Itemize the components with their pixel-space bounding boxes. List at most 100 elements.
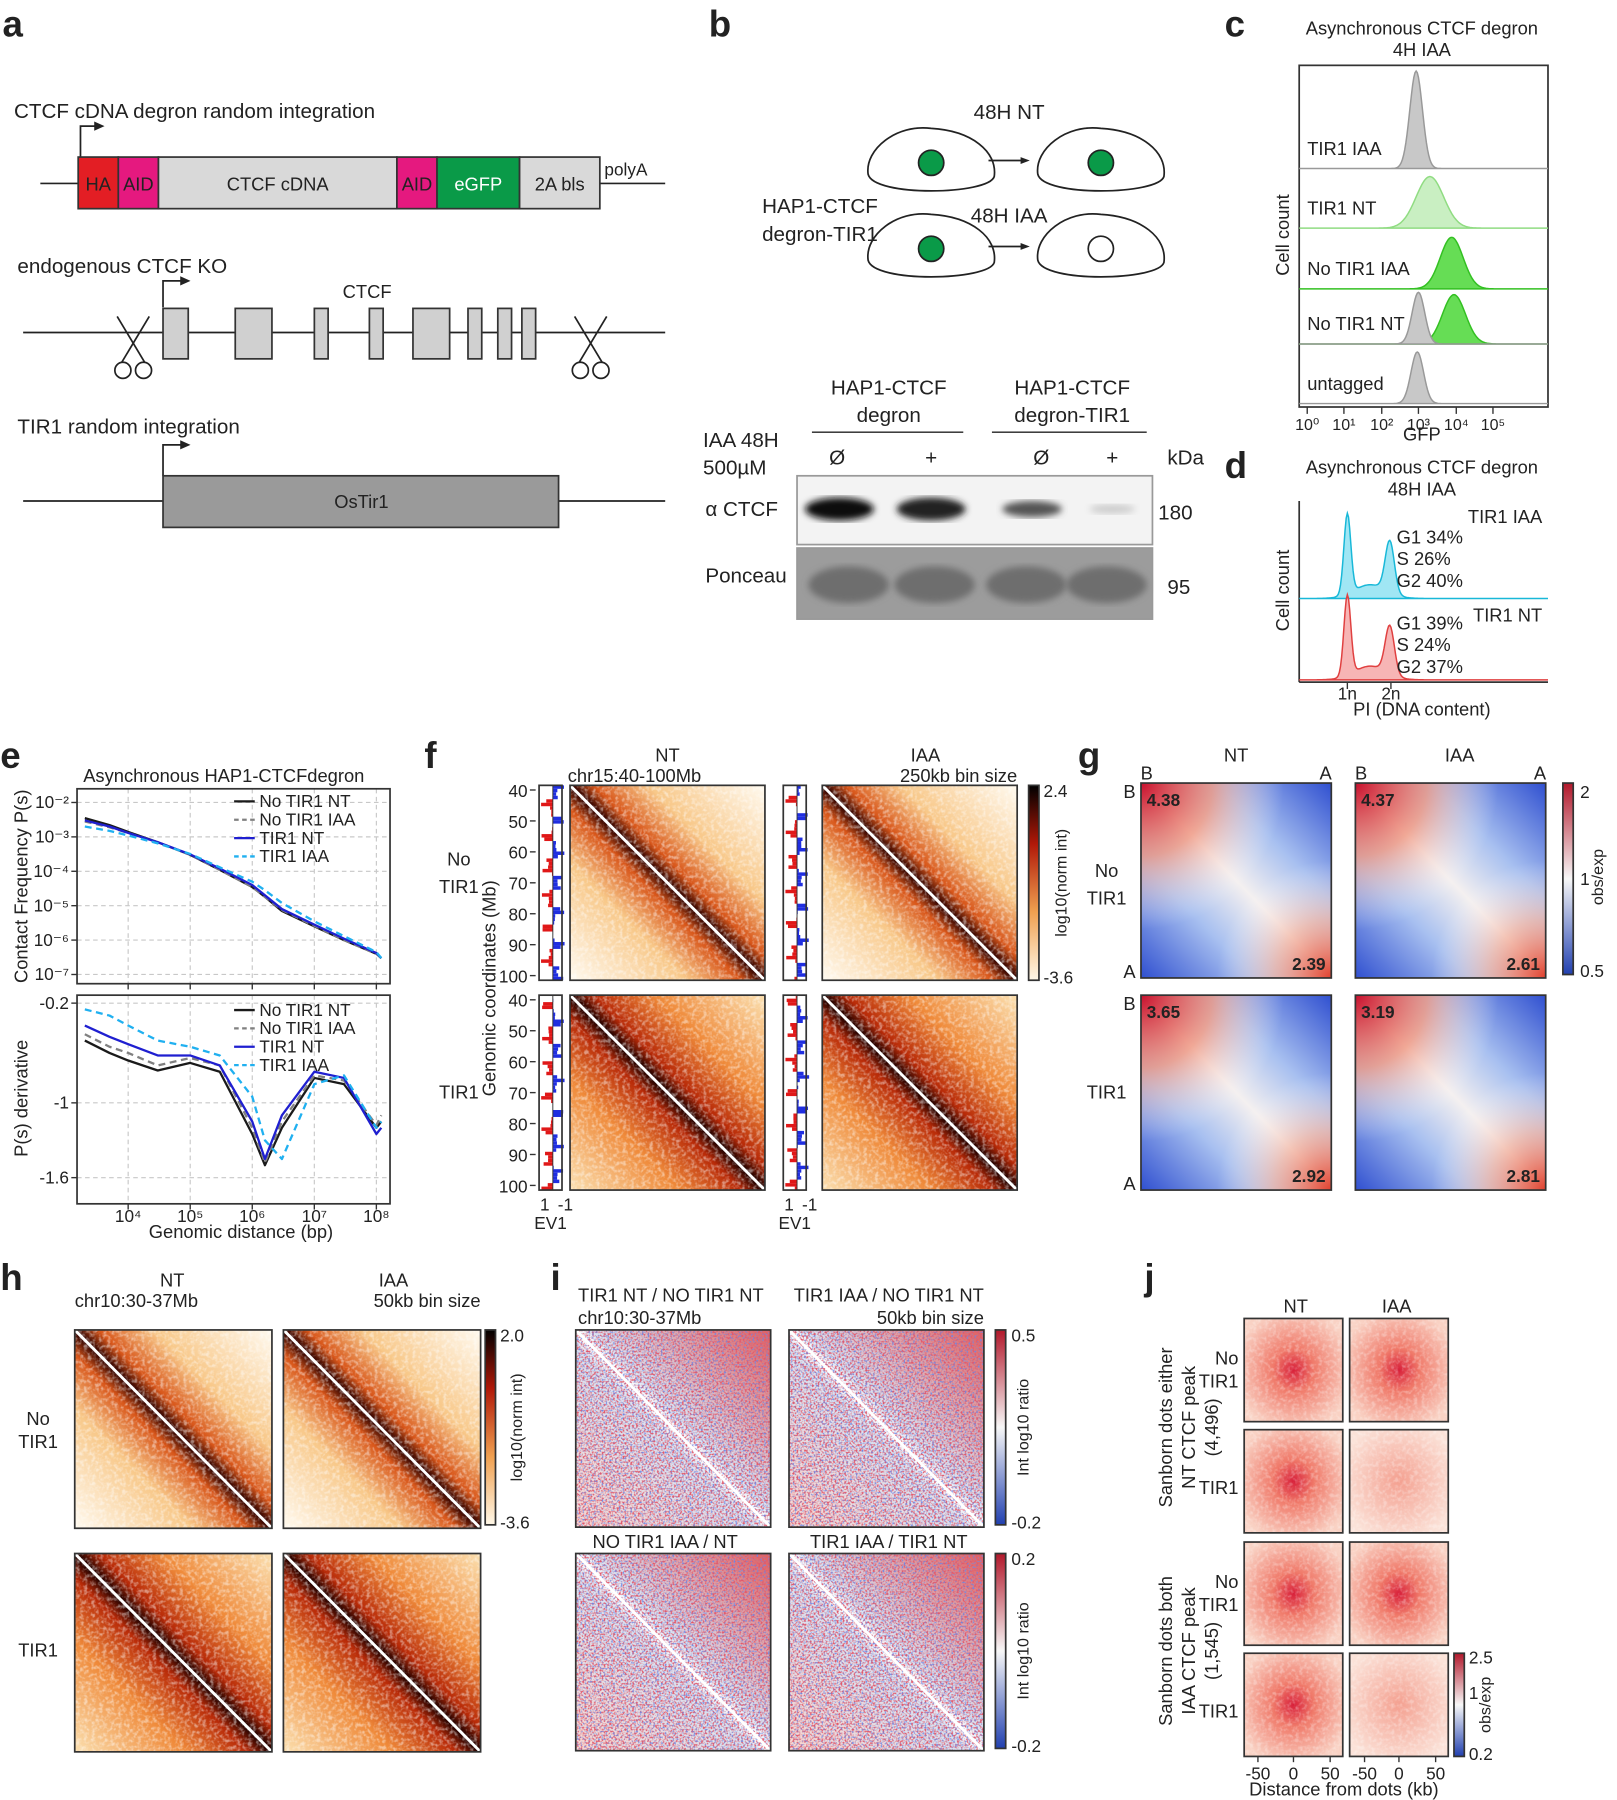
label: Int log10 ratio (1015, 1379, 1033, 1476)
ev-bar (550, 1123, 553, 1128)
label: 48H NT (974, 101, 1045, 124)
tick-label: 100 (499, 966, 528, 986)
label: -1 (802, 1195, 817, 1215)
ev-bar (794, 1064, 798, 1069)
series-line (84, 1033, 383, 1164)
ev-bar (552, 816, 563, 821)
ev-bar (792, 1068, 798, 1072)
label: -1 (558, 1195, 573, 1215)
ev-bar (797, 879, 801, 883)
label: PI (DNA content) (1353, 698, 1491, 719)
ev-bar (786, 1123, 798, 1128)
map-frame (1140, 782, 1333, 979)
ev-bar (548, 1029, 553, 1034)
series-line (84, 1039, 383, 1167)
map-frame (73, 1329, 273, 1530)
ev-bar (543, 1162, 553, 1166)
label: 50kb bin size (374, 1290, 481, 1311)
tick-label: 10⁻³ (35, 827, 69, 847)
ev-bar (786, 998, 798, 1003)
ev-bar (552, 914, 556, 918)
colorbar (994, 1329, 1007, 1526)
ev-bar (550, 952, 553, 956)
ev-bar (552, 1019, 564, 1024)
ev-bar (552, 851, 565, 855)
nucleus (917, 235, 945, 263)
map-frame (1348, 1541, 1450, 1647)
ev-bar (543, 1002, 553, 1006)
ev-bar (791, 1026, 798, 1030)
label: No (26, 1408, 49, 1429)
ev-bar (542, 928, 553, 932)
nucleus (1087, 235, 1115, 263)
tick-label: 10⁵ (177, 1206, 203, 1226)
exon (412, 307, 451, 360)
ev-bar (549, 1068, 553, 1072)
diagonal (574, 1328, 772, 1529)
label: Int log10 ratio (1015, 1602, 1033, 1699)
ev-bar (797, 882, 803, 887)
label: HAP1-CTCF (831, 376, 947, 399)
part-label: CTCF cDNA (227, 173, 330, 194)
label: log10(norm int) (508, 1373, 526, 1481)
ev-bar (794, 1054, 798, 1058)
panel-label: d (1225, 445, 1247, 486)
ev-bar (551, 813, 553, 817)
ev-bar (793, 893, 798, 897)
ev-bar (792, 858, 798, 862)
ev-bar (548, 861, 553, 866)
nucleus (917, 149, 945, 177)
ev-bar (552, 1012, 556, 1017)
ev-bar (797, 1162, 801, 1166)
ev-bar (797, 1050, 805, 1055)
ev-bar (541, 893, 553, 897)
ev-bar (552, 1169, 564, 1173)
band (896, 497, 966, 521)
ev-bar (792, 1155, 798, 1159)
ev-bar (790, 834, 798, 838)
ev-bar (549, 948, 553, 953)
ev-bar (552, 1016, 555, 1020)
arrow-head (1020, 243, 1030, 250)
map-frame (1354, 994, 1547, 1191)
ev-bar (797, 1110, 806, 1114)
strength: 4.38 (1147, 790, 1181, 810)
ev-bar (551, 1116, 553, 1121)
ev-bar (548, 1155, 553, 1159)
ev-bar (797, 935, 801, 939)
ev-bar (797, 1085, 799, 1090)
diagonal (73, 1328, 273, 1530)
tick-label: 10⁻⁴ (33, 861, 69, 881)
ev-bar (797, 928, 800, 932)
ev-bar (552, 841, 556, 845)
ev-bar (797, 1141, 807, 1145)
ev-bar (793, 1113, 798, 1117)
label: TIR1 (18, 1431, 58, 1452)
label: Genomic coordinates (Mb) (479, 880, 500, 1096)
label: No (447, 849, 470, 870)
map-texture (1244, 1318, 1343, 1422)
ev-bar (787, 924, 798, 929)
ev-bar (552, 945, 561, 949)
ev-bar (552, 854, 558, 859)
map-frame (569, 784, 766, 982)
ev-bar (797, 844, 802, 848)
label: Ponceau (705, 564, 786, 587)
label: chr15:40-100Mb (568, 765, 701, 786)
ev-bar (545, 1130, 553, 1135)
ev-bar (797, 1165, 809, 1170)
exon (496, 307, 513, 360)
scissors-handle (134, 361, 153, 380)
map-texture (1349, 1318, 1449, 1422)
ev-bar (797, 966, 802, 970)
ev-bar (793, 1120, 798, 1124)
label: 4H IAA (1393, 39, 1452, 60)
ev-bar (548, 896, 553, 901)
label: (1,545) (1201, 1622, 1222, 1680)
ev-bar (794, 1186, 798, 1191)
ev-bar (797, 1172, 800, 1177)
ev-bar (548, 865, 553, 869)
strength: 3.19 (1361, 1002, 1394, 1022)
label: 1 (540, 1195, 550, 1215)
